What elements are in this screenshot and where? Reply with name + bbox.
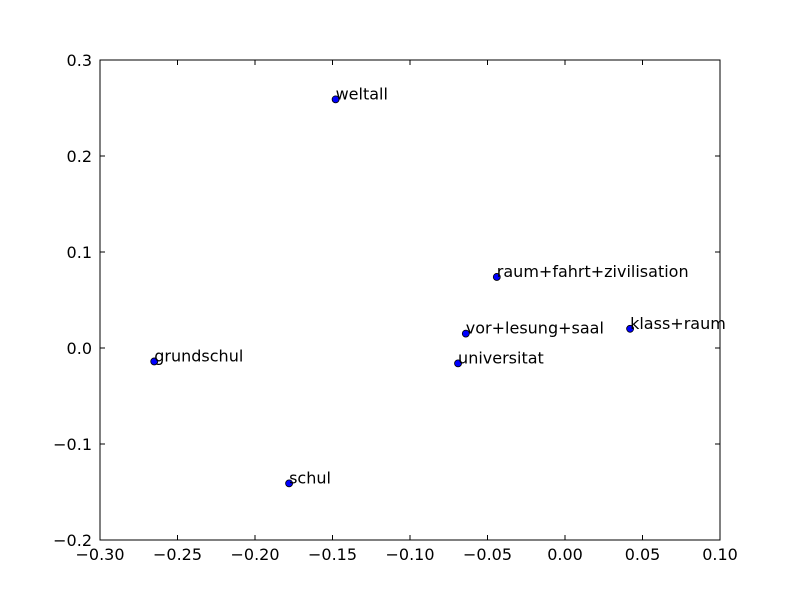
point-label: vor+lesung+saal: [466, 319, 604, 338]
scatter-point: [492, 273, 501, 281]
point-label: universitat: [458, 348, 544, 367]
y-tick-label: 0.2: [67, 147, 92, 166]
point-label: klass+raum: [630, 314, 726, 333]
x-tick-label: 0.05: [625, 545, 661, 564]
y-tick-label: 0.3: [67, 51, 92, 70]
x-tick-label: 0.10: [702, 545, 738, 564]
point-label: schul: [289, 468, 331, 487]
point-label: grundschul: [154, 346, 243, 365]
x-axis: −0.30 −0.25 −0.20 −0.15 −0.10 −0.05 0.00 0.05 0.…: [75, 60, 738, 564]
y-tick-label: 0.1: [67, 243, 92, 262]
scatter-point: [626, 324, 634, 333]
x-tick-label: −0.20: [230, 545, 279, 564]
scatter-point: [461, 329, 470, 338]
point-label: raum+fahrt+zivilisation: [497, 262, 689, 281]
x-tick-label: −0.30: [75, 545, 124, 564]
x-tick-label: −0.15: [308, 545, 357, 564]
scatter-point: [150, 357, 159, 366]
y-tick-label: −0.2: [53, 531, 92, 550]
y-tick-label: −0.1: [53, 435, 92, 454]
plot-area-frame: [99, 59, 721, 541]
scatter-point: [285, 479, 294, 488]
x-tick-label: −0.05: [463, 545, 512, 564]
point-label: weltall: [336, 84, 388, 103]
scatter-point: [454, 359, 462, 368]
x-tick-label: −0.10: [385, 545, 434, 564]
y-tick-label: 0.0: [67, 339, 92, 358]
x-tick-label: 0.00: [547, 545, 583, 564]
scatter-point: [331, 95, 340, 104]
y-axis: −0.2 −0.1 0.0 0.1 0.2 0.3: [53, 51, 720, 550]
x-tick-label: −0.25: [153, 545, 202, 564]
data-points: weltall raum+fahrt+zivilisation klass+raum…: [150, 84, 726, 488]
